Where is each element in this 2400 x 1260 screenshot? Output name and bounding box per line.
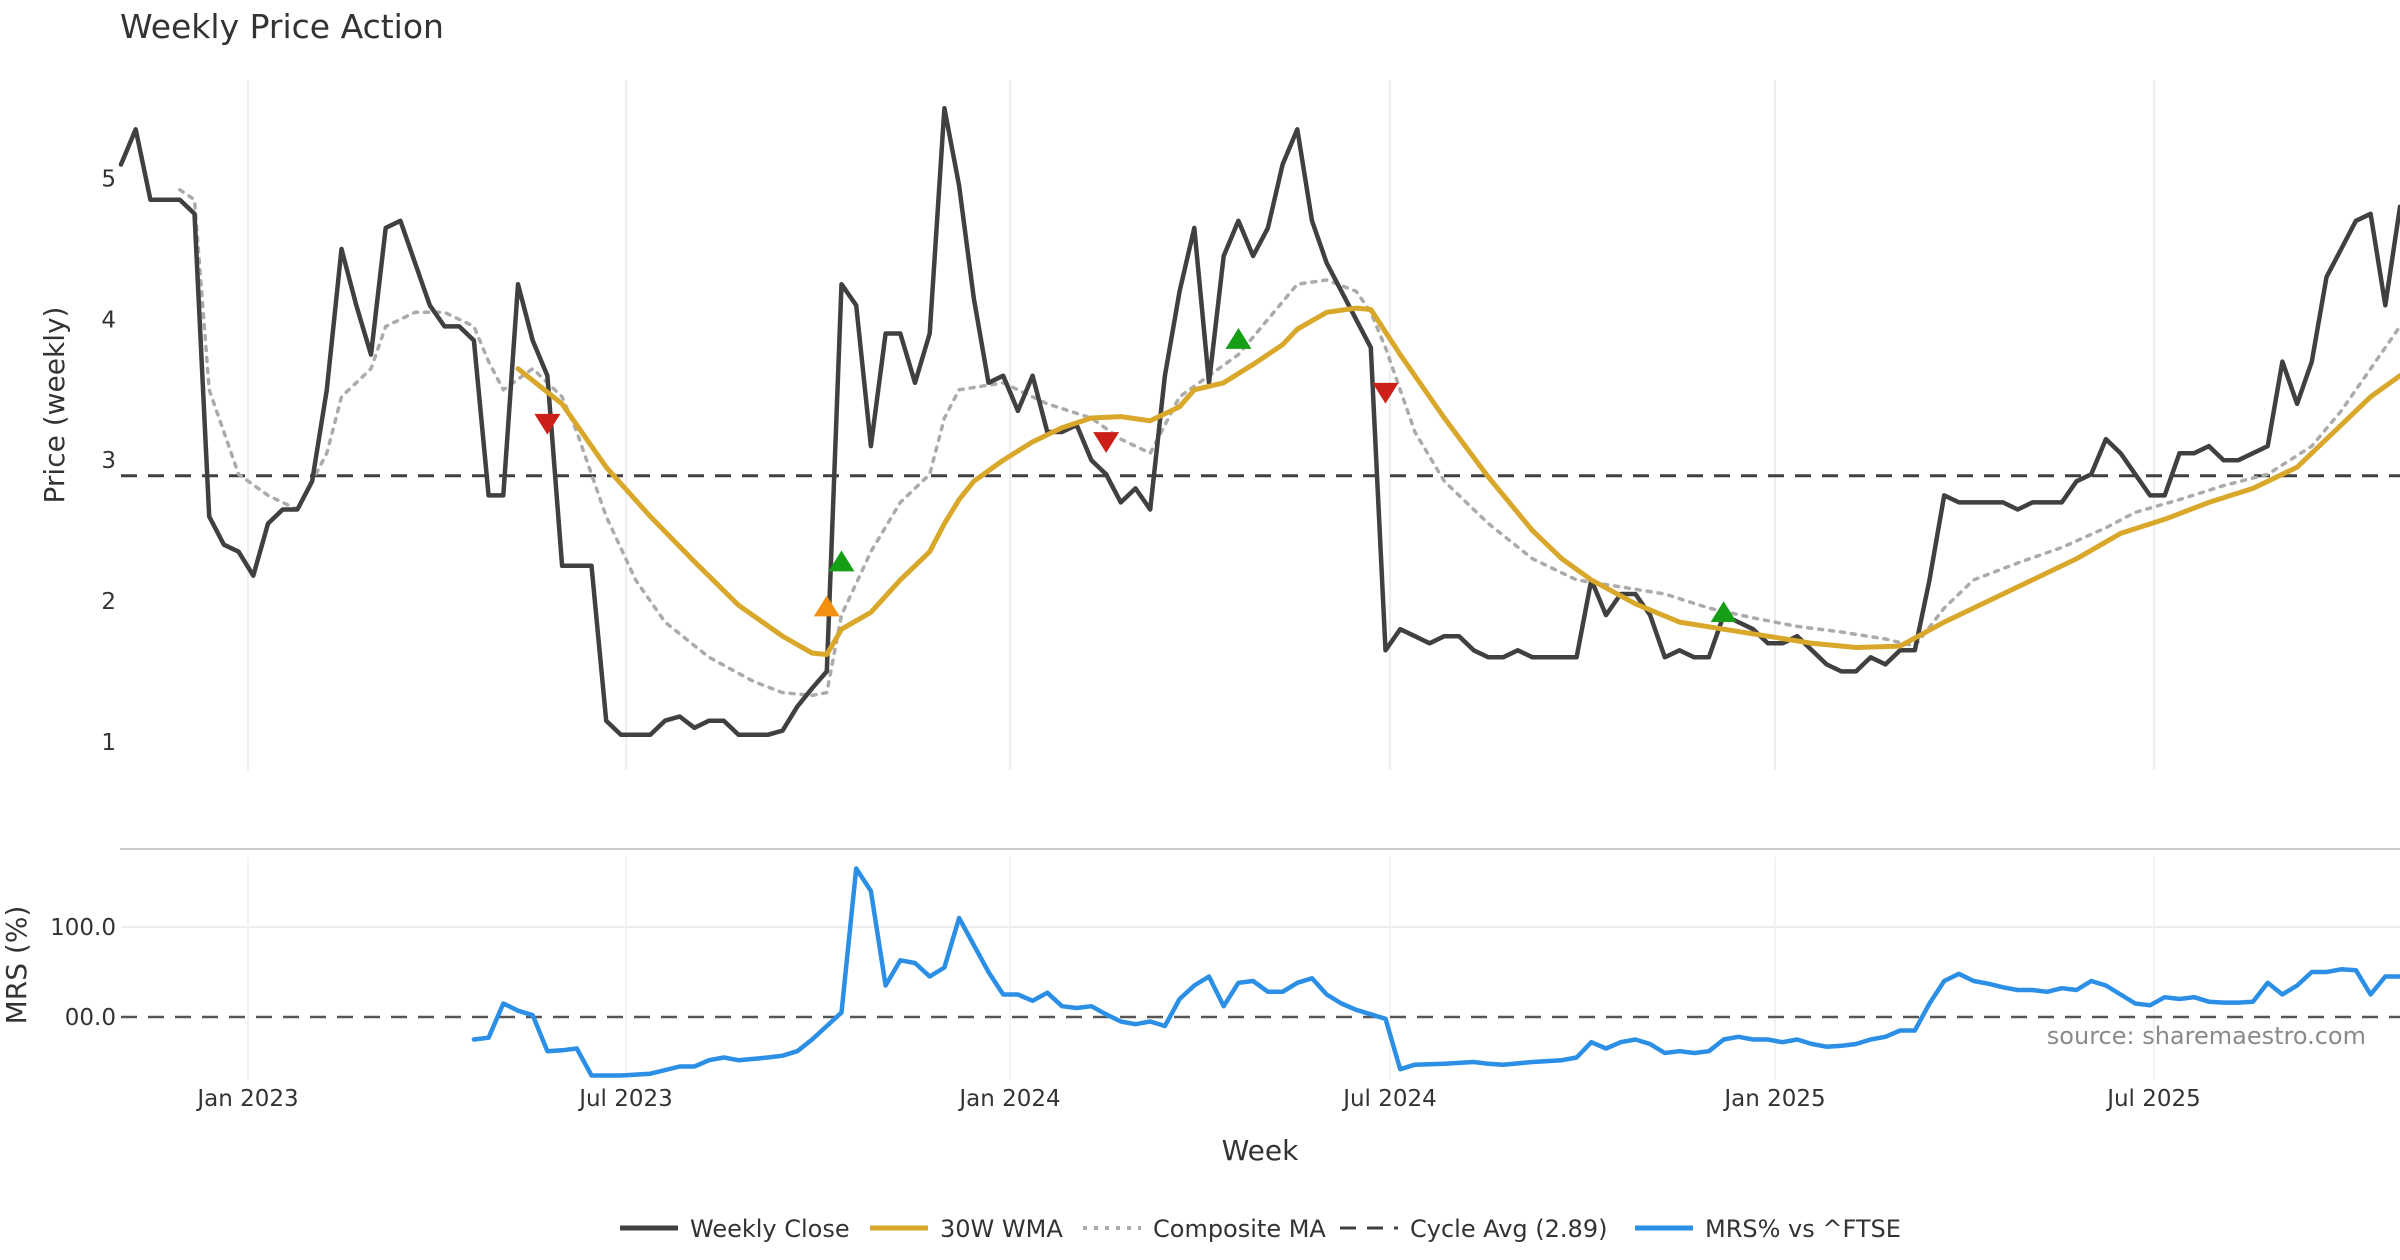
price-y-ticks: 1 2 3 4 5 <box>101 167 116 756</box>
chart-title: Weekly Price Action <box>120 7 444 46</box>
legend-label: Composite MA <box>1153 1215 1326 1243</box>
wma-30w-line <box>515 305 2400 657</box>
x-axis-ticks: Jan 2023 Jul 2023 Jan 2024 Jul 2024 Jan 2025… <box>195 1086 2200 1112</box>
source-label: source: sharemaestro.com <box>2047 1022 2366 1050</box>
x-tick-label: Jul 2023 <box>577 1086 673 1112</box>
price-y-tick-label: 4 <box>101 307 116 333</box>
legend-item: Composite MA <box>1083 1215 1326 1243</box>
mrs-panel: 100.0 00.0 <box>50 857 2400 1080</box>
mrs-y-tick-label: 00.0 <box>65 1005 116 1031</box>
legend: Weekly Close 30W WMA Composite MA Cycle Avg… <box>620 1215 1901 1243</box>
x-tick-label: Jul 2024 <box>1341 1086 1437 1112</box>
mrs-gridlines <box>121 857 2400 1080</box>
price-y-tick-label: 2 <box>101 589 116 615</box>
mrs-series <box>121 866 2400 1078</box>
legend-label: MRS% vs ^FTSE <box>1705 1215 1901 1243</box>
legend-item: Weekly Close <box>620 1215 850 1243</box>
watch-signal-marker <box>813 595 840 617</box>
price-panel: 1 2 3 4 5 <box>101 80 2400 770</box>
mrs-line <box>471 866 2400 1078</box>
legend-label: Cycle Avg (2.89) <box>1410 1215 1607 1243</box>
buy-signal-marker <box>828 550 855 572</box>
buy-signal-marker <box>1225 328 1252 349</box>
mrs-y-axis-label: MRS (%) <box>0 906 33 1025</box>
x-axis-label: Week <box>1222 1134 1299 1167</box>
legend-item: Cycle Avg (2.89) <box>1340 1215 1607 1243</box>
price-y-tick-label: 1 <box>101 730 116 756</box>
price-gridlines <box>247 80 2155 770</box>
legend-item: MRS% vs ^FTSE <box>1635 1215 1901 1243</box>
price-y-axis-label: Price (weekly) <box>38 307 71 504</box>
x-tick-label: Jan 2025 <box>1722 1086 1825 1112</box>
mrs-y-tick-label: 100.0 <box>50 915 116 941</box>
signal-markers <box>534 328 1737 623</box>
sell-signal-marker <box>534 413 561 435</box>
x-tick-label: Jan 2023 <box>195 1086 298 1112</box>
x-tick-label: Jan 2024 <box>957 1086 1060 1112</box>
sell-signal-marker <box>1093 432 1120 453</box>
legend-item: 30W WMA <box>870 1215 1063 1243</box>
x-tick-label: Jul 2025 <box>2105 1086 2201 1112</box>
legend-label: Weekly Close <box>690 1215 850 1243</box>
sell-signal-marker <box>1372 382 1399 404</box>
legend-label: 30W WMA <box>940 1215 1063 1243</box>
price-series <box>118 105 2400 738</box>
weekly-close-line <box>118 105 2400 738</box>
buy-signal-marker <box>1710 601 1737 623</box>
mrs-y-ticks: 100.0 00.0 <box>50 915 116 1031</box>
price-y-tick-label: 3 <box>101 448 116 474</box>
composite-ma-line <box>178 188 2400 698</box>
price-y-tick-label: 5 <box>101 167 116 193</box>
